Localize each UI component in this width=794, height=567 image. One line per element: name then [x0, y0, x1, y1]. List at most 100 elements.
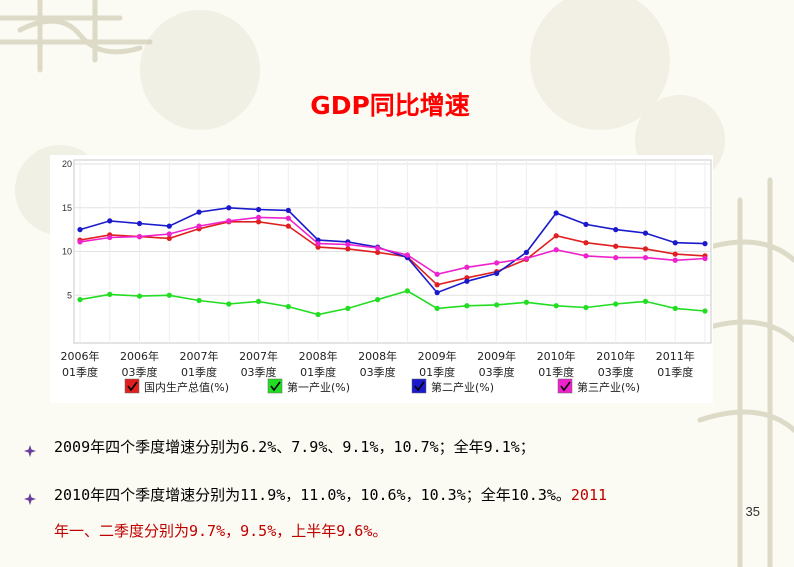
data-point	[345, 246, 351, 252]
data-point	[613, 243, 619, 249]
data-point	[136, 234, 143, 240]
legend-swatch	[124, 378, 140, 394]
data-point	[77, 297, 83, 303]
x-tick-label-year: 2010年	[596, 349, 635, 363]
gdp-line-chart: 20 15 10 5 2006年 01季度 2006年 03季度 2007年 01季度 2007年 0…	[50, 155, 713, 403]
y-tick-label: 5	[67, 290, 72, 300]
data-point	[672, 251, 678, 257]
legend-label: 第一产业(%)	[287, 380, 350, 394]
data-point	[434, 282, 440, 288]
data-point	[375, 249, 381, 255]
checkmark-icon	[270, 381, 281, 392]
data-point	[494, 302, 500, 308]
data-point	[464, 278, 470, 284]
data-point	[494, 270, 500, 276]
x-tick-label-quarter: 01季度	[538, 365, 574, 379]
data-point	[226, 218, 232, 224]
data-point	[315, 241, 321, 247]
data-point	[255, 214, 262, 220]
data-point	[255, 298, 262, 304]
x-tick-label-year: 2008年	[299, 349, 338, 363]
data-point	[642, 255, 649, 261]
data-point	[702, 308, 708, 314]
data-point	[226, 301, 232, 307]
x-tick-label-quarter: 03季度	[241, 365, 277, 379]
x-tick-label-year: 2006年	[120, 349, 159, 363]
data-point	[136, 220, 143, 227]
bullet-diamond-icon	[24, 442, 36, 457]
legend-label: 第三产业(%)	[577, 380, 640, 394]
x-tick-label-quarter: 01季度	[181, 365, 217, 379]
legend-swatch	[411, 378, 427, 394]
data-point	[285, 304, 291, 310]
x-tick-label-quarter: 03季度	[598, 365, 634, 379]
series-line	[79, 206, 706, 294]
legend-label: 第二产业(%)	[431, 380, 494, 394]
data-point	[434, 305, 440, 311]
x-tick-label-quarter: 01季度	[657, 365, 693, 379]
data-point	[196, 223, 202, 229]
data-point	[553, 210, 559, 216]
series-line	[79, 216, 706, 276]
bullet-2009-text: 2009年四个季度增速分别为6.2%、7.9%、9.1%，10.7%；全年9.1…	[54, 438, 535, 456]
data-point	[196, 297, 202, 304]
x-tick-label-year: 2009年	[477, 349, 516, 363]
data-point	[642, 230, 649, 236]
data-point	[107, 234, 113, 241]
page-number: 35	[745, 504, 760, 519]
checkmark-icon	[414, 381, 425, 392]
x-tick-label-year: 2006年	[61, 349, 100, 363]
data-point	[613, 255, 619, 261]
data-point	[464, 264, 470, 270]
legend-label: 国内生产总值(%)	[144, 380, 229, 394]
data-point	[404, 288, 410, 294]
data-point	[77, 227, 83, 233]
data-point	[285, 207, 291, 213]
bullet-2011-red-start: 2011	[570, 486, 608, 504]
data-point	[196, 209, 202, 215]
data-point	[702, 241, 708, 247]
data-point	[672, 240, 678, 246]
x-tick-label-year: 2010年	[537, 349, 576, 363]
x-tick-label-year: 2007年	[239, 349, 278, 363]
data-point	[166, 231, 172, 237]
data-point	[285, 215, 291, 221]
data-point	[523, 249, 530, 255]
x-tick-label-year: 2011年	[656, 349, 695, 363]
data-point	[553, 247, 559, 253]
data-point	[107, 218, 113, 224]
data-point	[285, 223, 291, 229]
series-line	[79, 290, 706, 316]
data-point	[166, 235, 172, 241]
data-point	[583, 221, 589, 227]
checkmark-icon	[127, 381, 138, 392]
data-point	[434, 290, 440, 296]
chart-svg: 20 15 10 5 2006年 01季度 2006年 03季度 2007年 01季度 2007年 0…	[61, 159, 712, 394]
bullet-2010-black: 2010年四个季度增速分别为11.9%，11.0%，10.6%，10.3%；全年…	[54, 486, 571, 504]
data-point	[255, 206, 262, 213]
data-point	[642, 298, 649, 304]
y-tick-label: 15	[62, 203, 72, 213]
x-tick-label-year: 2007年	[180, 349, 219, 363]
legend-swatch	[267, 378, 283, 394]
data-point	[345, 241, 351, 248]
data-point	[553, 303, 559, 309]
x-tick-label-quarter: 01季度	[62, 365, 98, 379]
data-point	[315, 311, 321, 318]
x-tick-label-quarter: 03季度	[360, 365, 396, 379]
bullet-2011-text: 年一、二季度分别为9.7%，9.5%，上半年9.6%。	[54, 522, 388, 540]
data-point	[77, 239, 83, 245]
data-point	[107, 291, 113, 297]
data-point	[672, 305, 678, 311]
data-point	[583, 304, 589, 311]
data-point	[702, 255, 708, 262]
data-point	[434, 271, 440, 277]
slide-title: GDP同比增速	[310, 91, 470, 120]
data-point	[523, 299, 530, 305]
data-point	[494, 260, 500, 266]
y-tick-label: 10	[62, 247, 72, 257]
data-point	[375, 245, 381, 251]
y-tick-label: 20	[62, 159, 72, 169]
data-point	[583, 240, 589, 246]
x-tick-label-year: 2009年	[418, 349, 457, 363]
